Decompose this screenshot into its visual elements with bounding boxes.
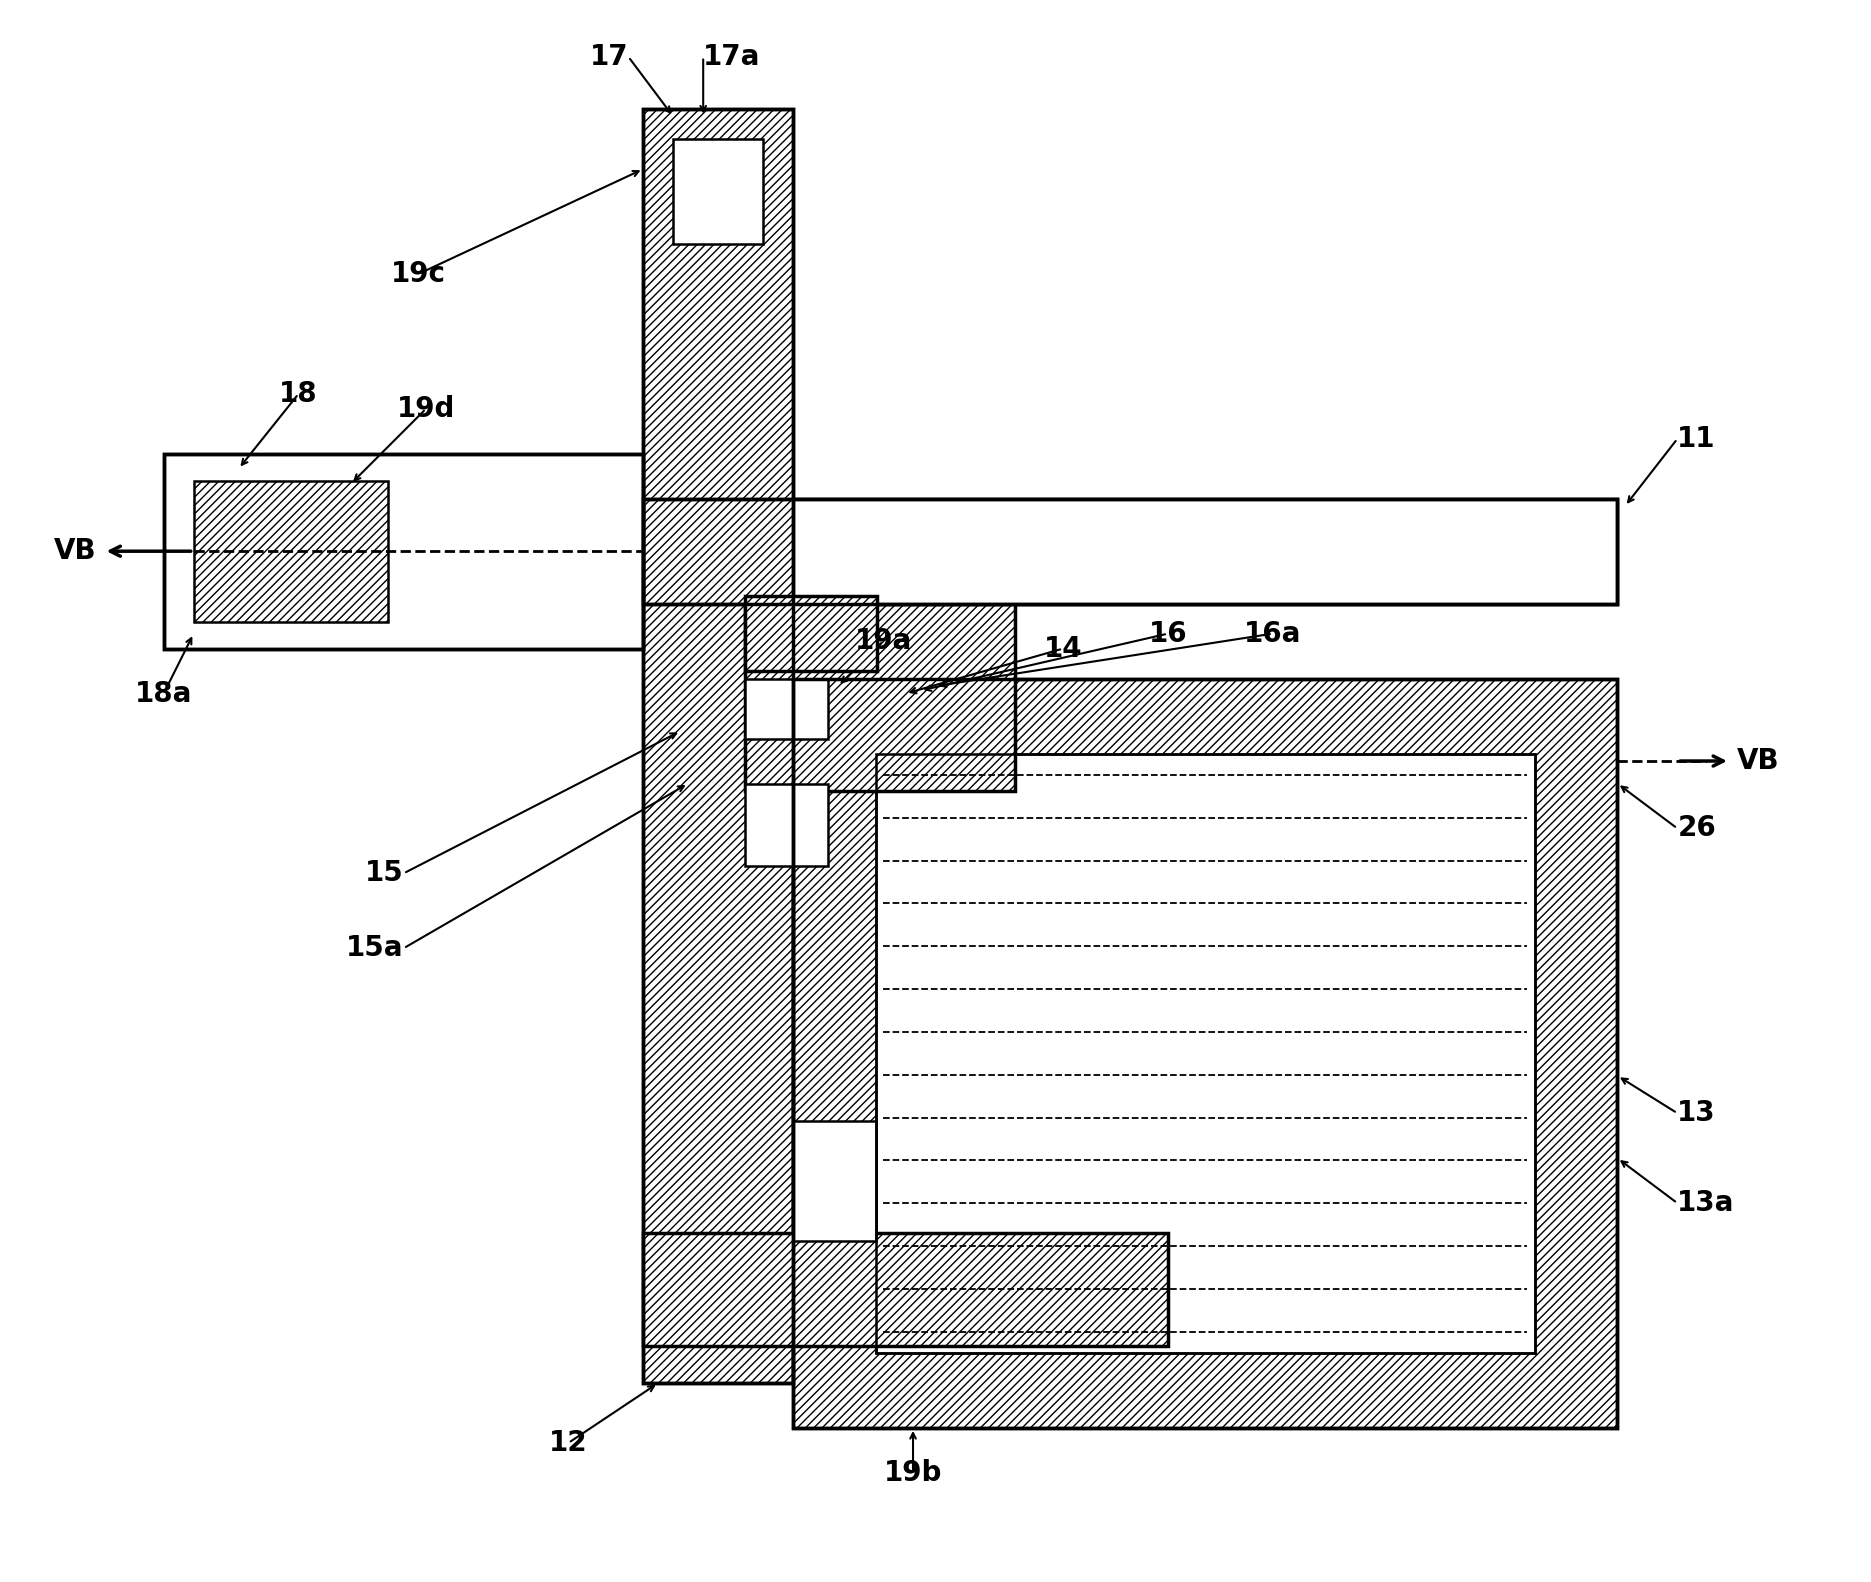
Text: 15a: 15a xyxy=(346,935,404,962)
Text: 18: 18 xyxy=(279,380,318,408)
Text: 16a: 16a xyxy=(1244,620,1302,647)
Text: 11: 11 xyxy=(1678,426,1716,452)
Text: 19b: 19b xyxy=(883,1459,943,1487)
Bar xyxy=(876,753,1534,1353)
Text: 17a: 17a xyxy=(703,43,761,71)
Bar xyxy=(644,109,793,1383)
Bar xyxy=(793,498,1617,604)
Bar xyxy=(745,679,827,739)
Text: 19c: 19c xyxy=(391,259,445,288)
Bar xyxy=(745,783,827,865)
Bar xyxy=(644,498,1617,604)
Bar xyxy=(745,596,877,671)
Bar xyxy=(793,1120,876,1240)
Text: 13: 13 xyxy=(1678,1099,1716,1128)
Bar xyxy=(876,753,1534,1353)
Bar xyxy=(163,454,644,649)
Text: VB: VB xyxy=(1738,747,1779,775)
Text: 17: 17 xyxy=(589,43,629,71)
Text: 19a: 19a xyxy=(855,626,911,655)
Text: 15: 15 xyxy=(365,859,404,888)
Bar xyxy=(793,679,1617,1429)
Text: 16: 16 xyxy=(1149,620,1186,647)
Bar xyxy=(745,604,1014,791)
Bar xyxy=(163,454,644,649)
Text: 26: 26 xyxy=(1678,815,1716,843)
Bar xyxy=(193,481,389,622)
Text: 14: 14 xyxy=(1044,634,1081,663)
Bar xyxy=(644,1232,1168,1346)
Text: 18a: 18a xyxy=(135,680,193,707)
Text: VB: VB xyxy=(54,538,95,565)
Text: 13a: 13a xyxy=(1678,1190,1734,1217)
Text: 19d: 19d xyxy=(397,396,455,422)
Bar xyxy=(644,109,793,1383)
Text: 12: 12 xyxy=(548,1429,587,1457)
Bar xyxy=(674,139,763,244)
Bar xyxy=(644,498,1617,604)
Bar xyxy=(793,679,1617,1429)
